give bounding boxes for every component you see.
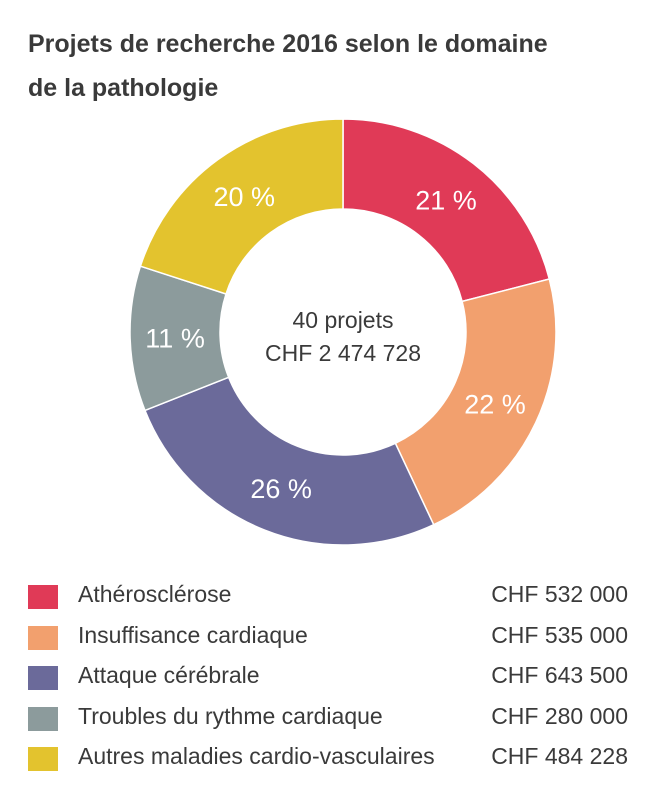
legend-amount: CHF 535 000 — [491, 621, 628, 648]
slice-percent-label-3: 26 % — [250, 474, 312, 504]
legend-item-2: Insuffisance cardiaque CHF 535 000 — [28, 619, 628, 660]
legend-item-3: Attaque cérébrale CHF 643 500 — [28, 659, 628, 700]
legend-amount: CHF 484 228 — [491, 743, 628, 769]
legend-swatch — [28, 666, 58, 690]
legend-amount: CHF 643 500 — [491, 662, 628, 688]
donut-slice-2 — [394, 278, 557, 526]
slice-percent-label-4: 11 % — [145, 323, 205, 353]
center-total-label: CHF 2 474 728 — [265, 340, 421, 366]
legend-swatch — [28, 625, 58, 650]
slice-percent-label-2: 22 % — [464, 390, 526, 420]
legend-item-4: Troubles du rythme cardiaque CHF 280 000 — [28, 700, 628, 741]
legend-label: Autres maladies cardio-vasculaires — [78, 743, 435, 769]
slice-percent-label-5: 20 % — [213, 182, 275, 212]
legend-item-1: Athérosclérose CHF 532 000 — [28, 578, 628, 619]
legend-label: Insuffisance cardiaque — [78, 621, 308, 648]
slice-percent-label-1: 21 % — [415, 185, 477, 215]
legend-amount: CHF 280 000 — [491, 702, 628, 729]
legend-amount: CHF 532 000 — [491, 581, 628, 607]
legend-swatch — [28, 706, 58, 731]
chart-title: Projets de recherche 2016 selon le domai… — [28, 22, 628, 110]
chart-title-line-2: de la pathologie — [28, 74, 219, 102]
legend-label: Troubles du rythme cardiaque — [78, 702, 383, 729]
legend-item-5: Autres maladies cardio-vasculaires CHF 48… — [28, 740, 628, 781]
legend-label: Athérosclérose — [78, 581, 232, 607]
chart-title-line-1: Projets de recherche 2016 selon le domai… — [28, 30, 548, 58]
chart-legend: Athérosclérose CHF 532 000 Insuffisance ca… — [28, 578, 628, 781]
legend-swatch — [28, 585, 58, 609]
center-count-label: 40 projets — [292, 307, 393, 333]
donut-slice-3 — [143, 376, 435, 546]
legend-swatch — [28, 747, 58, 771]
donut-slice-1 — [342, 118, 551, 303]
legend-label: Attaque cérébrale — [78, 662, 260, 688]
donut-slice-5 — [139, 118, 344, 295]
